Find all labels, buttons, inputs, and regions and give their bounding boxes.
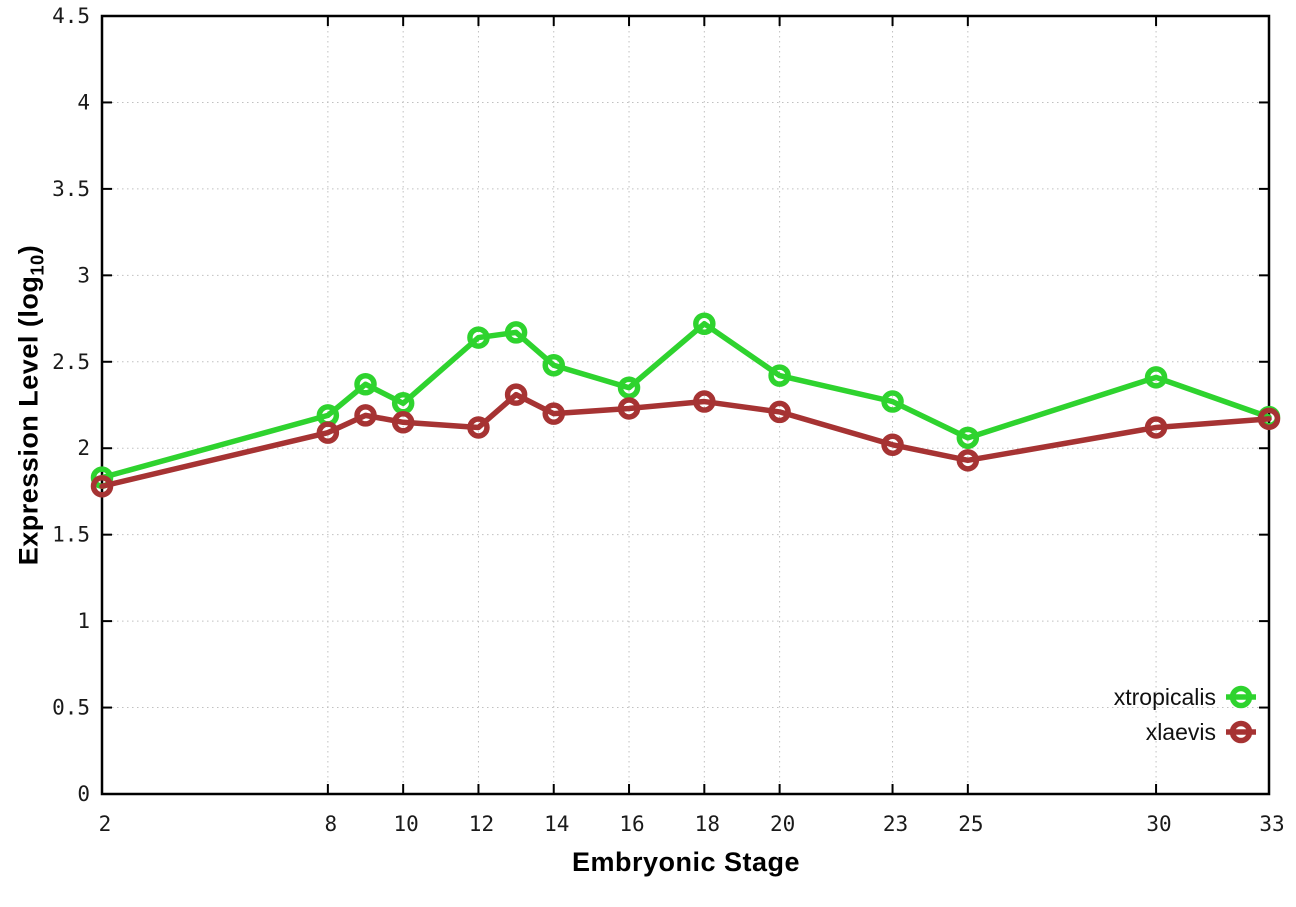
y-tick-label: 0 [77, 782, 90, 806]
data-point-xlaevis [542, 402, 565, 425]
legend-label-xtropicalis: xtropicalis [1113, 683, 1216, 710]
x-tick-label: 12 [469, 812, 494, 836]
y-tick-label: 1 [77, 609, 90, 633]
x-tick-label: 2 [99, 812, 112, 836]
y-tick-label: 1.5 [52, 523, 90, 547]
x-tick-label: 18 [695, 812, 720, 836]
data-point-xlaevis [354, 404, 377, 427]
legend-item-xlaevis: xlaevis [1114, 718, 1258, 746]
y-tick-labels: 0 0.5 1 1.5 2 2.5 3 3.5 4 4.5 [52, 4, 90, 806]
x-tick-label: 33 [1259, 812, 1284, 836]
x-tick-label: 20 [770, 812, 795, 836]
data-point-xlaevis [768, 400, 791, 424]
data-point-xtropicalis [693, 312, 716, 335]
legend-label-xlaevis: xlaevis [1145, 718, 1216, 745]
y-tick-label: 0.5 [52, 696, 90, 720]
legend-sample-ring [1229, 720, 1253, 744]
data-point-xlaevis [504, 383, 528, 406]
data-point-xtropicalis [881, 390, 904, 413]
data-point-xlaevis [90, 475, 114, 498]
data-point-xtropicalis [617, 376, 641, 399]
axis-ticks [101, 15, 1270, 795]
data-point-xlaevis [316, 421, 340, 444]
legend-sample-ring [1229, 685, 1253, 709]
y-axis-title: Expression Level (log10) [13, 245, 48, 566]
y-tick-label: 2.5 [52, 350, 90, 374]
legend-item-xtropicalis: xtropicalis [1114, 683, 1258, 711]
x-tick-label: 16 [619, 812, 644, 836]
legend: xtropicalis xlaevis [1114, 683, 1258, 746]
y-axis-title-suffix: ) [13, 244, 44, 255]
x-tick-label: 8 [325, 812, 338, 836]
data-point-xtropicalis [504, 321, 528, 344]
series-xlaevis [90, 383, 1281, 498]
data-point-xlaevis [693, 390, 716, 413]
x-tick-label: 23 [883, 812, 908, 836]
data-point-xlaevis [956, 449, 980, 472]
data-point-xlaevis [881, 433, 904, 457]
data-point-xtropicalis [354, 373, 377, 396]
data-point-xtropicalis [1144, 366, 1168, 389]
data-point-xtropicalis [956, 426, 980, 450]
series-line-xlaevis [99, 391, 1272, 490]
y-axis-title-subscript: 10 [26, 254, 48, 276]
x-tick-label: 25 [958, 812, 983, 836]
y-tick-label: 3.5 [52, 177, 90, 201]
y-tick-label: 4.5 [52, 4, 90, 28]
data-point-xtropicalis [467, 326, 490, 349]
data-point-xlaevis [1257, 407, 1281, 431]
data-point-xlaevis [1144, 416, 1168, 439]
data-point-xlaevis [467, 416, 490, 439]
y-tick-label: 4 [77, 90, 90, 114]
plot-border [100, 14, 1271, 796]
y-tick-label: 2 [77, 436, 90, 460]
y-tick-label: 3 [77, 263, 90, 287]
x-tick-label: 10 [394, 812, 419, 836]
legend-marker-xlaevis-icon [1226, 720, 1256, 744]
data-point-xtropicalis [542, 353, 565, 377]
x-axis-title: Embryonic Stage [571, 847, 801, 877]
x-tick-label: 14 [544, 812, 569, 836]
y-axis-title-text: Expression Level (log [13, 275, 44, 566]
data-point-xtropicalis [768, 364, 791, 387]
legend-marker-xtropicalis-icon [1226, 685, 1256, 709]
data-point-xlaevis [391, 411, 415, 434]
x-tick-label: 30 [1146, 812, 1171, 836]
data-point-xlaevis [617, 397, 641, 420]
x-tick-labels: 2 8 10 12 14 16 18 20 23 25 30 33 [99, 812, 1285, 836]
